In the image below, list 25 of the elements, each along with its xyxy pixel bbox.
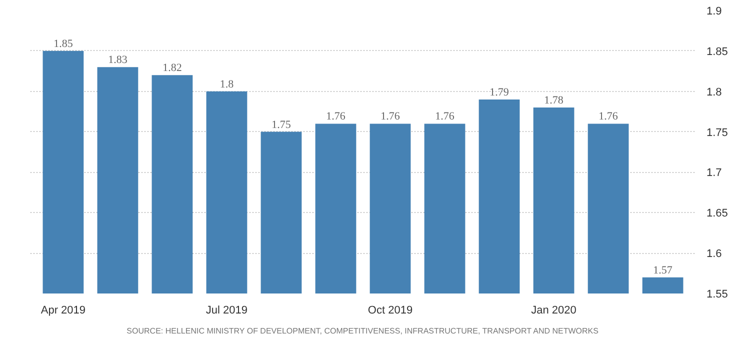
y-tick-label: 1.65 — [706, 208, 728, 220]
x-tick-label: Jul 2019 — [206, 304, 248, 316]
y-tick-label: 1.6 — [706, 248, 722, 260]
data-label: 1.76 — [326, 110, 346, 123]
data-label: 1.85 — [54, 38, 74, 50]
data-label: 1.57 — [653, 264, 673, 276]
y-tick-label: 1.9 — [706, 6, 722, 18]
data-label: 1.76 — [435, 110, 455, 123]
data-label: 1.79 — [490, 86, 510, 98]
data-label: 1.82 — [162, 62, 182, 74]
source-note: SOURCE: HELLENIC MINISTRY OF DEVELOPMENT, COMPETITIVENESS, INFRASTRUCTURE, TRANSPORT AND NETWORKS — [126, 326, 598, 336]
x-tick-label: Oct 2019 — [368, 304, 413, 316]
y-tick-label: 1.7 — [706, 167, 722, 180]
x-tick-label: Apr 2019 — [40, 304, 86, 316]
data-label: 1.76 — [598, 110, 618, 123]
x-tick-label: Jan 2020 — [531, 304, 576, 316]
y-tick-label: 1.85 — [706, 46, 728, 58]
y-tick-label: 1.55 — [706, 288, 728, 300]
data-label: 1.83 — [108, 54, 128, 66]
y-tick-label: 1.8 — [706, 86, 722, 98]
data-label: 1.76 — [380, 110, 400, 123]
y-tick-label: 1.75 — [706, 126, 728, 139]
data-label: 1.8 — [220, 78, 234, 90]
data-label: 1.78 — [544, 94, 564, 107]
data-label: 1.75 — [272, 118, 292, 131]
